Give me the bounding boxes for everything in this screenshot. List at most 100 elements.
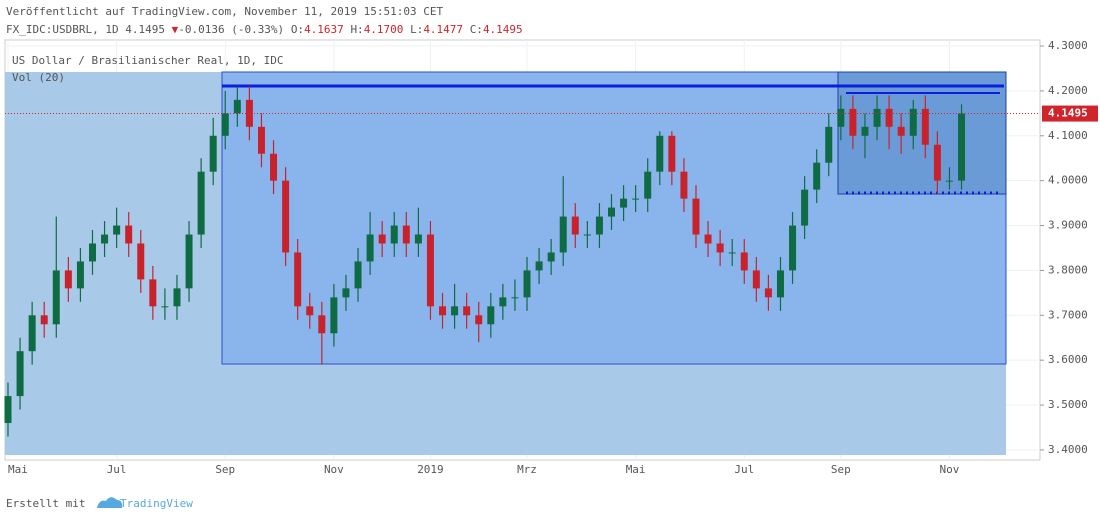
candle-body (921, 108, 929, 145)
x-tick-label: 2019 (417, 463, 444, 476)
candle-body (101, 234, 109, 244)
symbol: FX_IDC:USDBRL, 1D (6, 23, 119, 36)
candle-body (185, 234, 193, 289)
candle-body (945, 180, 953, 182)
candle-body (52, 270, 60, 325)
y-tick-label: 4.1000 (1048, 129, 1088, 142)
x-tick-label: Nov (940, 463, 960, 476)
candle-body (813, 162, 821, 190)
candle-body (137, 243, 145, 280)
candle-body (559, 216, 567, 253)
candle-body (4, 396, 12, 424)
candle-body (487, 306, 495, 325)
candle-body (692, 198, 700, 235)
l-label: L: (410, 23, 423, 36)
h-value: 4.1700 (364, 23, 404, 36)
last: 4.1495 (125, 23, 165, 36)
candle-body (728, 252, 736, 254)
candle-body (439, 306, 447, 316)
candle-body (571, 216, 579, 235)
ticker-line: FX_IDC:USDBRL, 1D 4.1495 ▼-0.0136 (-0.33… (6, 23, 523, 36)
candle-body (801, 189, 809, 226)
change-arrow: ▼ (172, 23, 179, 36)
candle-body (125, 225, 133, 244)
y-tick-label: 4.0000 (1048, 174, 1088, 187)
candle-body (414, 234, 422, 244)
candle-body (608, 207, 615, 217)
candle-body (523, 270, 531, 298)
candle-body (402, 225, 410, 244)
x-tick-label: Mai (8, 463, 28, 476)
candle-body (64, 270, 72, 289)
candle-body (958, 113, 966, 181)
candle-body (789, 225, 797, 271)
candle-body (161, 306, 169, 308)
x-tick-label: Nov (324, 463, 344, 476)
candle-body (451, 306, 459, 316)
candle-body (776, 270, 784, 298)
candle-body (861, 126, 869, 136)
candle-body (173, 288, 181, 307)
last-price-box (1042, 105, 1098, 122)
candle-body (40, 315, 48, 325)
candle-body (644, 171, 652, 199)
x-tick-label: Mai (626, 463, 646, 476)
candle-body (583, 234, 591, 236)
h-label: H: (350, 23, 363, 36)
candle-body (752, 270, 760, 289)
candles (4, 86, 966, 437)
candle-body (76, 261, 84, 289)
footer-brand: TradingView (120, 497, 193, 510)
candle-body (245, 99, 253, 127)
axis: 4.3000 4.2000 4.1000 4.0000 3.9000 3.8000 3.70… (5, 39, 1098, 476)
l-value: 4.1477 (423, 23, 463, 36)
candle-body (233, 99, 241, 114)
legend-title: US Dollar / Brasilianischer Real, 1D, ID… (12, 54, 284, 67)
published: Veröffentlicht auf TradingView.com, Nove… (6, 5, 443, 18)
candle-body (28, 315, 36, 352)
candle-body (511, 297, 519, 299)
candle-body (680, 171, 688, 199)
candle-body (825, 126, 833, 163)
candle-body (837, 108, 845, 127)
last-price-label: 4.1495 (1048, 107, 1088, 120)
candle-body (282, 180, 290, 253)
candle-body (897, 126, 905, 136)
candle-body (354, 261, 362, 289)
x-tick-label: Sep (215, 463, 235, 476)
candle-body (656, 135, 664, 172)
candle-body (221, 113, 229, 136)
candle-body (632, 198, 640, 200)
y-tick-label: 3.8000 (1048, 263, 1088, 276)
candle-body (318, 315, 326, 334)
candle-body (16, 351, 24, 397)
candle-body (933, 144, 941, 181)
o-value: 4.1637 (304, 23, 344, 36)
y-tick-label: 3.9000 (1048, 219, 1088, 232)
y-tick-label: 4.3000 (1048, 39, 1088, 52)
candle-body (113, 225, 121, 235)
footer-made: Erstellt mit (6, 497, 85, 510)
y-tick-label: 3.6000 (1048, 353, 1088, 366)
candle-body (209, 135, 217, 172)
c-label: C: (470, 23, 483, 36)
x-tick-label: Mrz (517, 463, 537, 476)
candle-body (475, 315, 483, 325)
candle-body (873, 108, 881, 127)
legend-vol: Vol (20) (12, 71, 65, 84)
candle-body (595, 216, 603, 235)
candle-body (885, 108, 893, 127)
candle-body (366, 234, 374, 262)
candle-body (499, 297, 507, 307)
candle-body (909, 108, 917, 136)
candle-body (463, 306, 471, 316)
candle-body (849, 108, 857, 136)
candle-body (426, 234, 434, 307)
brand-logo (97, 497, 123, 508)
candle-body (620, 198, 628, 208)
o-label: O: (291, 23, 304, 36)
candle-body (306, 306, 314, 316)
candle-body (535, 261, 543, 271)
x-tick-label: Jul (107, 463, 127, 476)
